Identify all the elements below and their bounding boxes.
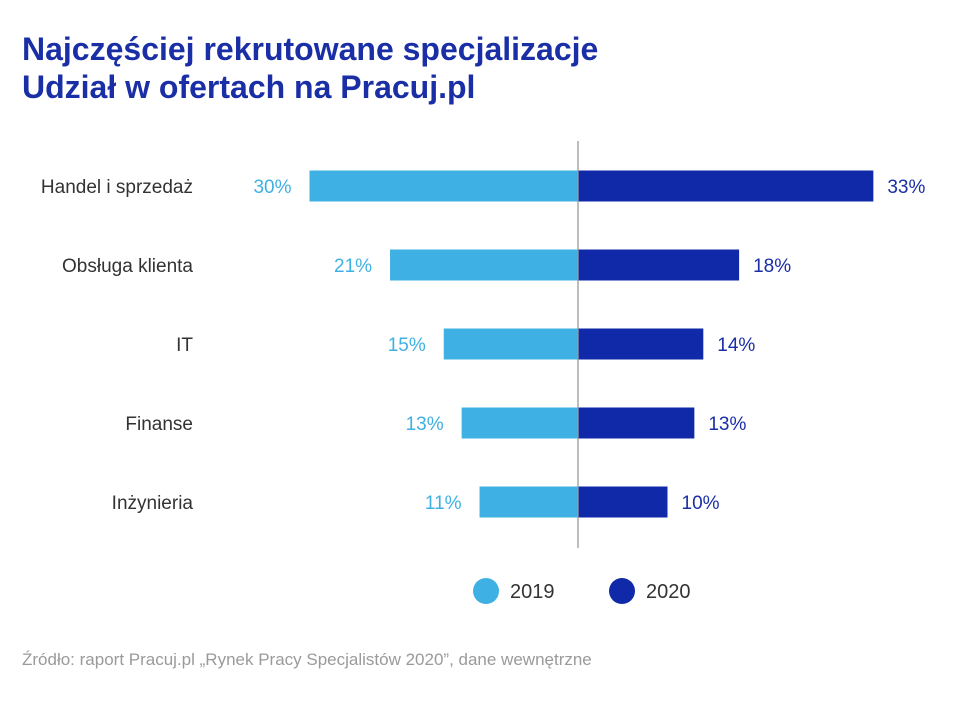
- bar-2020-handel-i-sprzedaz: [578, 170, 874, 202]
- chart-subtitle: Udział w ofertach na Pracuj.pl: [22, 69, 476, 105]
- data-label-2019-finanse: 13%: [406, 414, 444, 435]
- data-label-2020-inzynieria: 10%: [682, 493, 720, 514]
- bar-2020-obsluga-klienta: [578, 249, 740, 281]
- data-label-2020-it: 14%: [717, 335, 755, 356]
- legend-marker-2019: [473, 578, 499, 604]
- category-label-inzynieria: Inżynieria: [112, 493, 194, 514]
- legend-label-2020: 2020: [646, 581, 691, 603]
- data-label-2020-finanse: 13%: [708, 414, 746, 435]
- chart-title: Najczęściej rekrutowane specjalizacje: [22, 31, 599, 67]
- bar-2020-it: [578, 328, 704, 360]
- bar-2019-it: [443, 328, 578, 360]
- data-label-2020-obsluga-klienta: 18%: [753, 256, 791, 277]
- bar-2020-inzynieria: [578, 486, 668, 518]
- data-label-2019-it: 15%: [388, 335, 426, 356]
- bar-2019-handel-i-sprzedaz: [309, 170, 578, 202]
- data-label-2019-inzynieria: 11%: [425, 493, 462, 514]
- source-note: Źródło: raport Pracuj.pl „Rynek Pracy Sp…: [22, 650, 592, 669]
- category-label-obsluga-klienta: Obsługa klienta: [62, 256, 193, 277]
- bar-2019-inzynieria: [479, 486, 578, 518]
- legend-marker-2020: [609, 578, 635, 604]
- data-label-2019-obsluga-klienta: 21%: [334, 256, 372, 277]
- diverging-bar-chart: Handel i sprzedaż 30% 33% Obsługa klienta 21…: [41, 141, 925, 604]
- legend-label-2019: 2019: [510, 581, 555, 603]
- bar-2019-obsluga-klienta: [390, 249, 578, 281]
- data-label-2019-handel-i-sprzedaz: 30%: [253, 177, 291, 198]
- bar-2020-finanse: [578, 407, 695, 439]
- category-label-finanse: Finanse: [125, 414, 193, 435]
- bar-2019-finanse: [461, 407, 578, 439]
- category-label-handel-i-sprzedaz: Handel i sprzedaż: [41, 177, 193, 198]
- data-label-2020-handel-i-sprzedaz: 33%: [887, 177, 925, 198]
- category-label-it: IT: [176, 335, 193, 356]
